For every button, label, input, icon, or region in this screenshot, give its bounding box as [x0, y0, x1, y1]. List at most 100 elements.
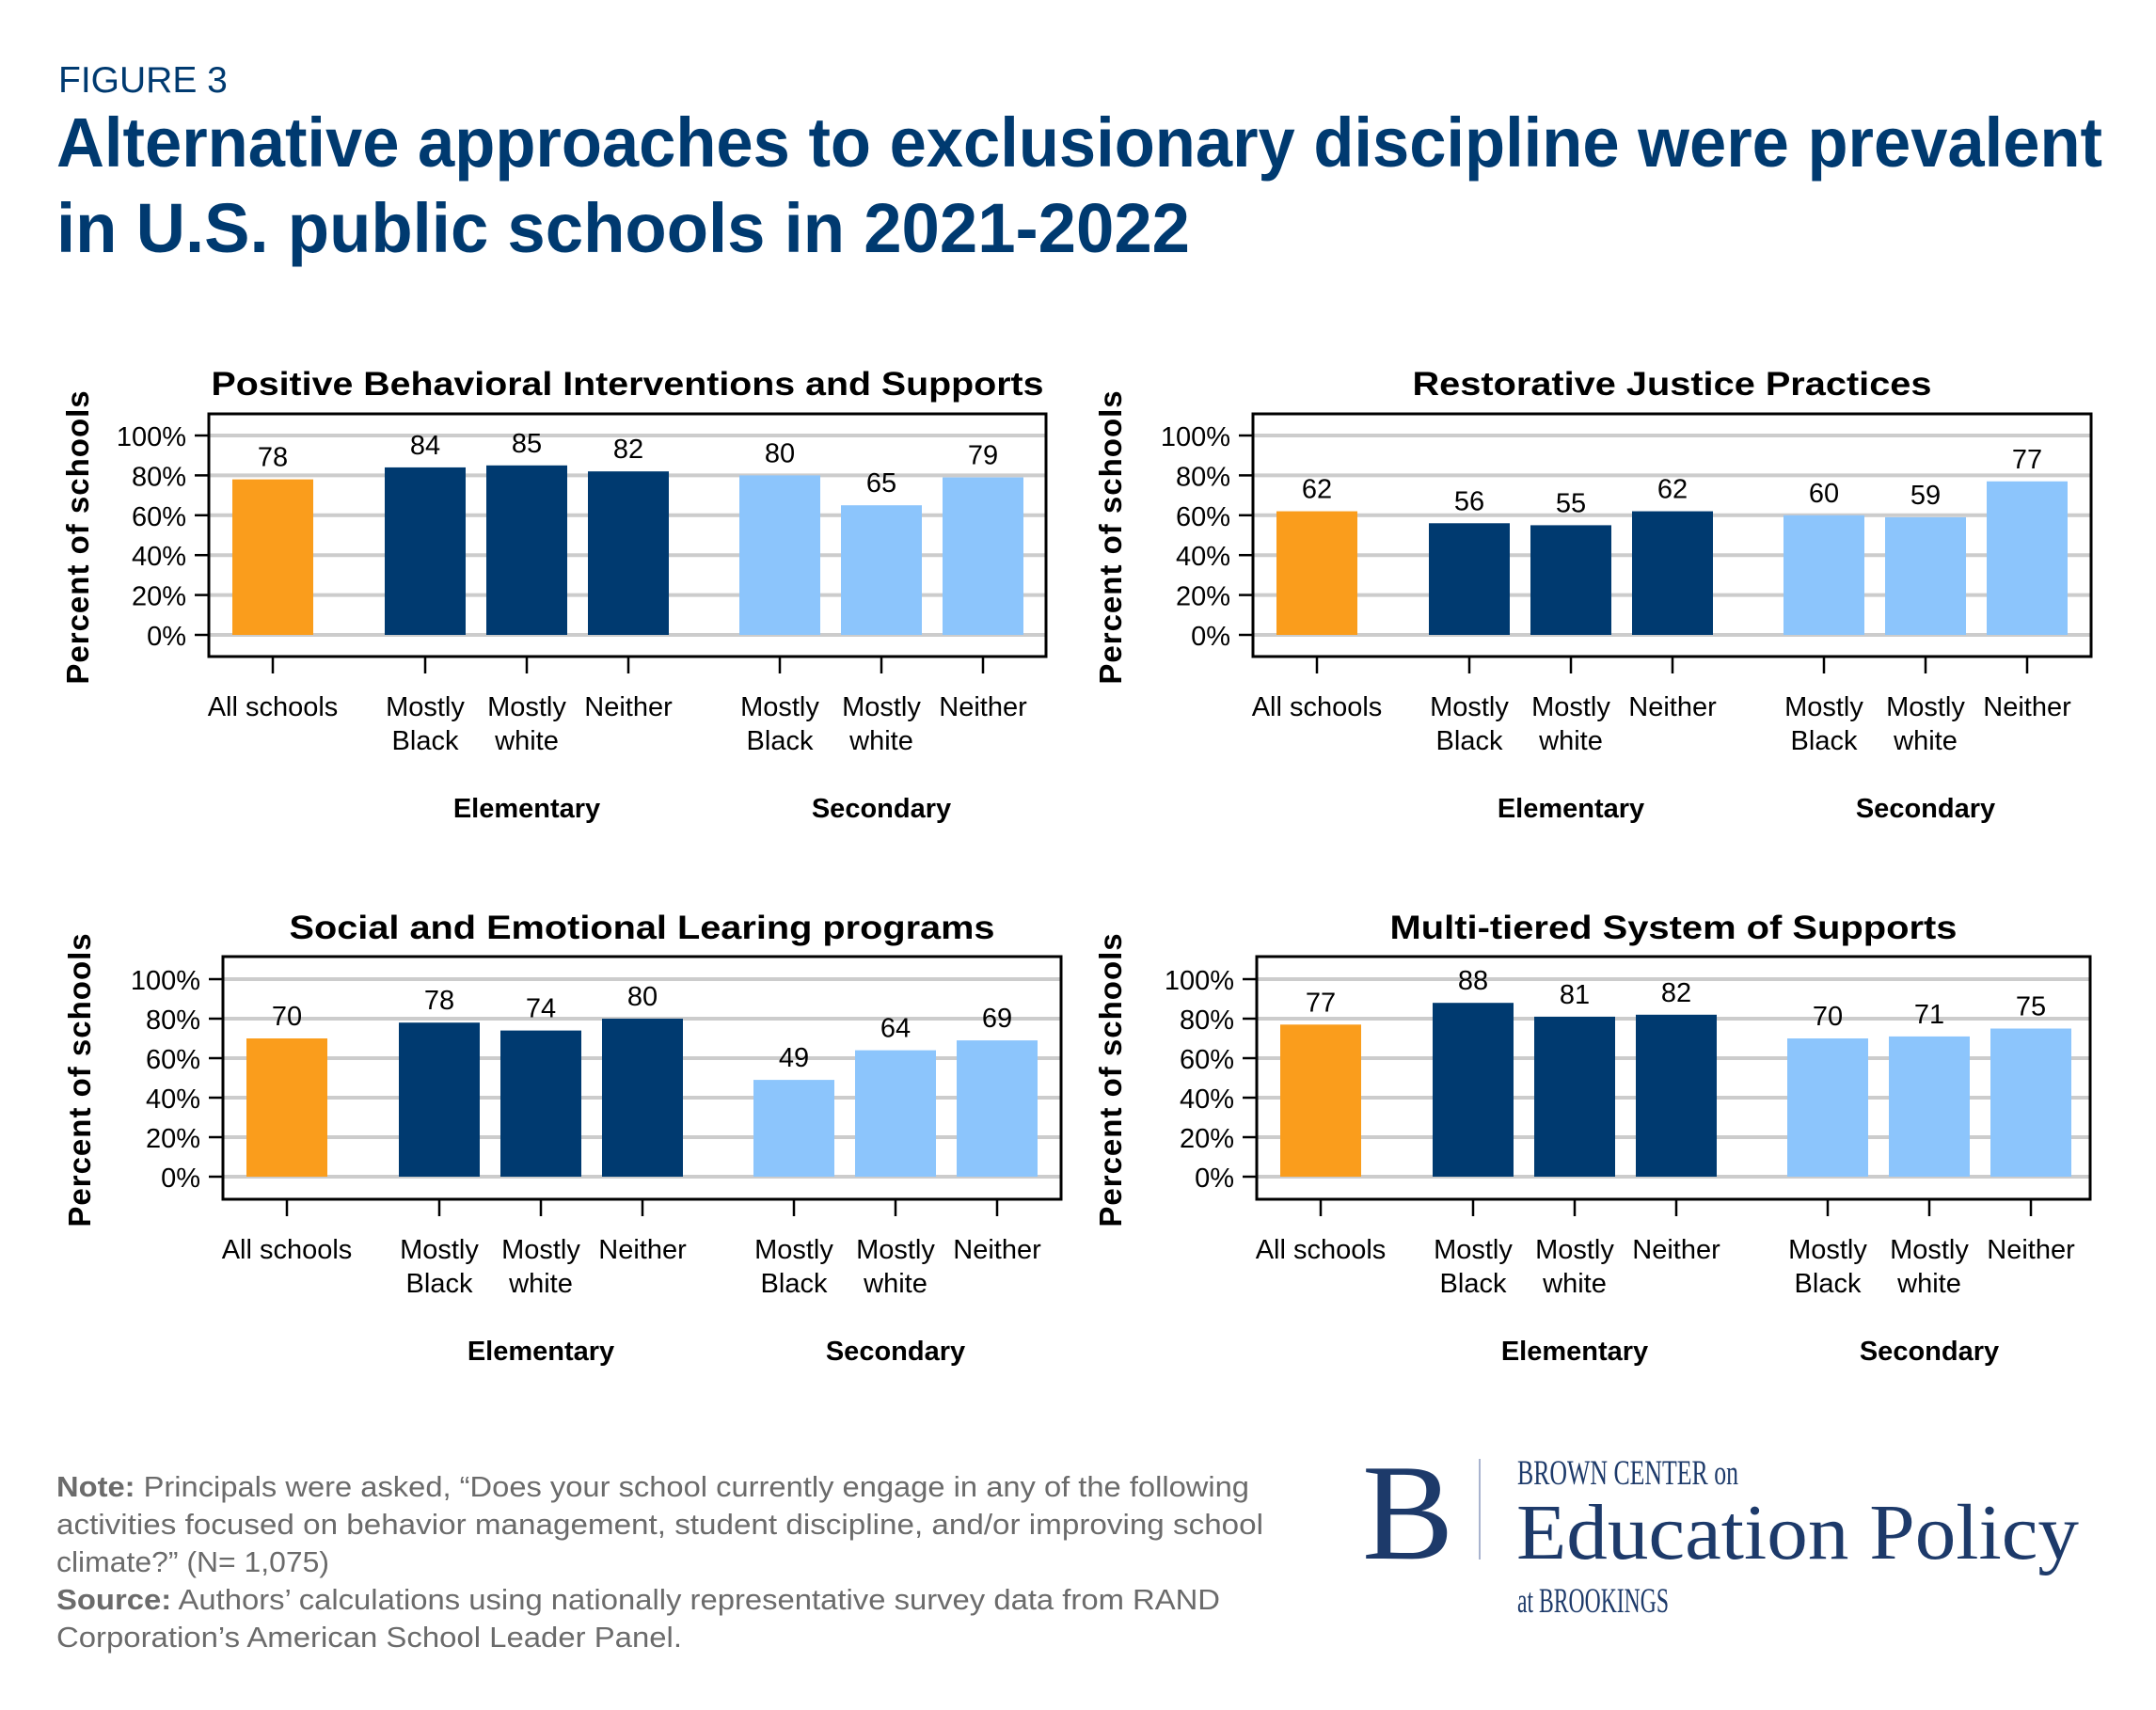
chart-panels: Positive Behavioral Interventions and Su… [60, 366, 2093, 1367]
x-tick-label: white [1896, 1269, 1961, 1299]
x-tick-label: Mostly [842, 692, 921, 722]
x-tick-label: Mostly [1430, 692, 1509, 722]
note-line-1: Note: Principals were asked, “Does your … [56, 1470, 1249, 1503]
y-tick-label: 80% [146, 1005, 200, 1036]
data-label: 71 [1914, 1000, 1944, 1030]
y-tick-label: 0% [1191, 622, 1230, 652]
y-tick-label: 0% [147, 622, 186, 652]
y-tick-label: 60% [146, 1045, 200, 1075]
y-axis-title: Percent of schools [1093, 932, 1128, 1227]
x-tick-label: Mostly [754, 1235, 833, 1265]
plot-frame [207, 412, 1048, 658]
x-tick-label: white [863, 1269, 927, 1299]
x-tick-label: Black [1440, 1269, 1507, 1299]
bar [1787, 1038, 1868, 1177]
y-tick-label: 80% [1176, 462, 1230, 492]
logo-monogram: B [1362, 1436, 1453, 1589]
x-tick-label: white [1893, 726, 1958, 756]
data-label: 77 [2012, 445, 2042, 475]
y-tick-label: 40% [132, 542, 186, 572]
x-tick-label: Black [1795, 1269, 1862, 1299]
group-label: Elementary [453, 794, 600, 824]
x-tick-label: white [508, 1269, 573, 1299]
bar [602, 1019, 683, 1177]
data-label: 74 [526, 994, 556, 1024]
chart-panel: Restorative Justice Practices Percent of … [1093, 366, 2093, 824]
figure-label: FIGURE 3 [58, 60, 228, 101]
source-line-1: Source: Authors’ calculations using nati… [56, 1583, 1220, 1616]
group-label: Secondary [826, 1337, 965, 1367]
data-label: 79 [968, 441, 998, 471]
data-label: 59 [1910, 481, 1941, 511]
main-title-line-1: Alternative approaches to exclusionary d… [56, 103, 2102, 182]
bar [1280, 1024, 1361, 1177]
x-tick-label: All schools [1252, 692, 1383, 722]
note-label: Note: [56, 1470, 135, 1503]
chart-panel: Social and Emotional Learing programs Per… [62, 910, 1063, 1367]
y-tick-label: 20% [1176, 582, 1230, 612]
y-tick-label: 60% [1176, 502, 1230, 532]
logo-divider [1479, 1459, 1481, 1560]
data-label: 81 [1560, 980, 1590, 1010]
logo-line-1: BROWN CENTER on [1517, 1454, 1738, 1493]
data-label: 80 [627, 982, 658, 1012]
x-tick-label: Black [392, 726, 459, 756]
y-tick-label: 0% [161, 1164, 200, 1194]
x-tick-label: white [848, 726, 913, 756]
x-tick-label: Mostly [487, 692, 566, 722]
y-tick-label: 80% [132, 462, 186, 492]
data-label: 49 [779, 1043, 809, 1073]
x-tick-label: Mostly [1784, 692, 1863, 722]
plot-frame [221, 955, 1063, 1201]
data-label: 62 [1657, 475, 1688, 505]
x-tick-label: white [1542, 1269, 1607, 1299]
bar [1433, 1003, 1514, 1177]
y-tick-label: 100% [1165, 966, 1234, 996]
x-tick-label: Black [1436, 726, 1503, 756]
data-label: 85 [512, 429, 542, 459]
footnote: Note: Principals were asked, “Does your … [56, 1470, 1263, 1654]
y-axis-title: Percent of schools [62, 932, 97, 1227]
y-tick-label: 20% [1180, 1124, 1234, 1154]
y-tick-label: 100% [131, 966, 200, 996]
x-tick-label: Black [406, 1269, 473, 1299]
chart-panel: Positive Behavioral Interventions and Su… [60, 366, 1048, 824]
bar [1530, 525, 1611, 635]
plot-frame [1251, 412, 2093, 658]
y-axis-title: Percent of schools [1093, 389, 1128, 684]
note-line-3: climate?” (N= 1,075) [56, 1545, 329, 1578]
group-label: Elementary [468, 1337, 614, 1367]
bar [957, 1040, 1038, 1177]
panel-title: Multi-tiered System of Supports [1390, 910, 1958, 946]
bar [739, 475, 820, 635]
group-label: Elementary [1498, 794, 1644, 824]
x-tick-label: Mostly [1434, 1235, 1513, 1265]
data-label: 56 [1454, 486, 1484, 516]
y-tick-label: 40% [1180, 1085, 1234, 1115]
data-label: 60 [1809, 479, 1839, 509]
x-tick-label: white [494, 726, 559, 756]
x-tick-label: Black [747, 726, 814, 756]
bar [943, 477, 1023, 635]
source-text-1: Authors’ calculations using nationally r… [171, 1583, 1220, 1616]
bar [232, 479, 313, 635]
x-tick-label: Mostly [856, 1235, 935, 1265]
main-title-line-2: in U.S. public schools in 2021-2022 [56, 189, 1190, 267]
bar [399, 1022, 480, 1177]
x-tick-label: Neither [939, 692, 1027, 722]
y-tick-label: 80% [1180, 1005, 1234, 1036]
bar [1636, 1014, 1717, 1177]
logo-line-3: at BROOKINGS [1517, 1582, 1669, 1621]
plot-frame [1255, 955, 2092, 1201]
data-label: 88 [1458, 966, 1488, 996]
note-text-1: Principals were asked, “Does your school… [135, 1470, 1249, 1503]
x-tick-label: Black [761, 1269, 828, 1299]
x-tick-label: All schools [208, 692, 339, 722]
data-label: 78 [424, 986, 454, 1016]
x-tick-label: Mostly [1890, 1235, 1969, 1265]
x-tick-label: All schools [1256, 1235, 1387, 1265]
y-tick-label: 60% [1180, 1045, 1234, 1075]
y-tick-label: 20% [132, 582, 186, 612]
group-label: Secondary [812, 794, 951, 824]
